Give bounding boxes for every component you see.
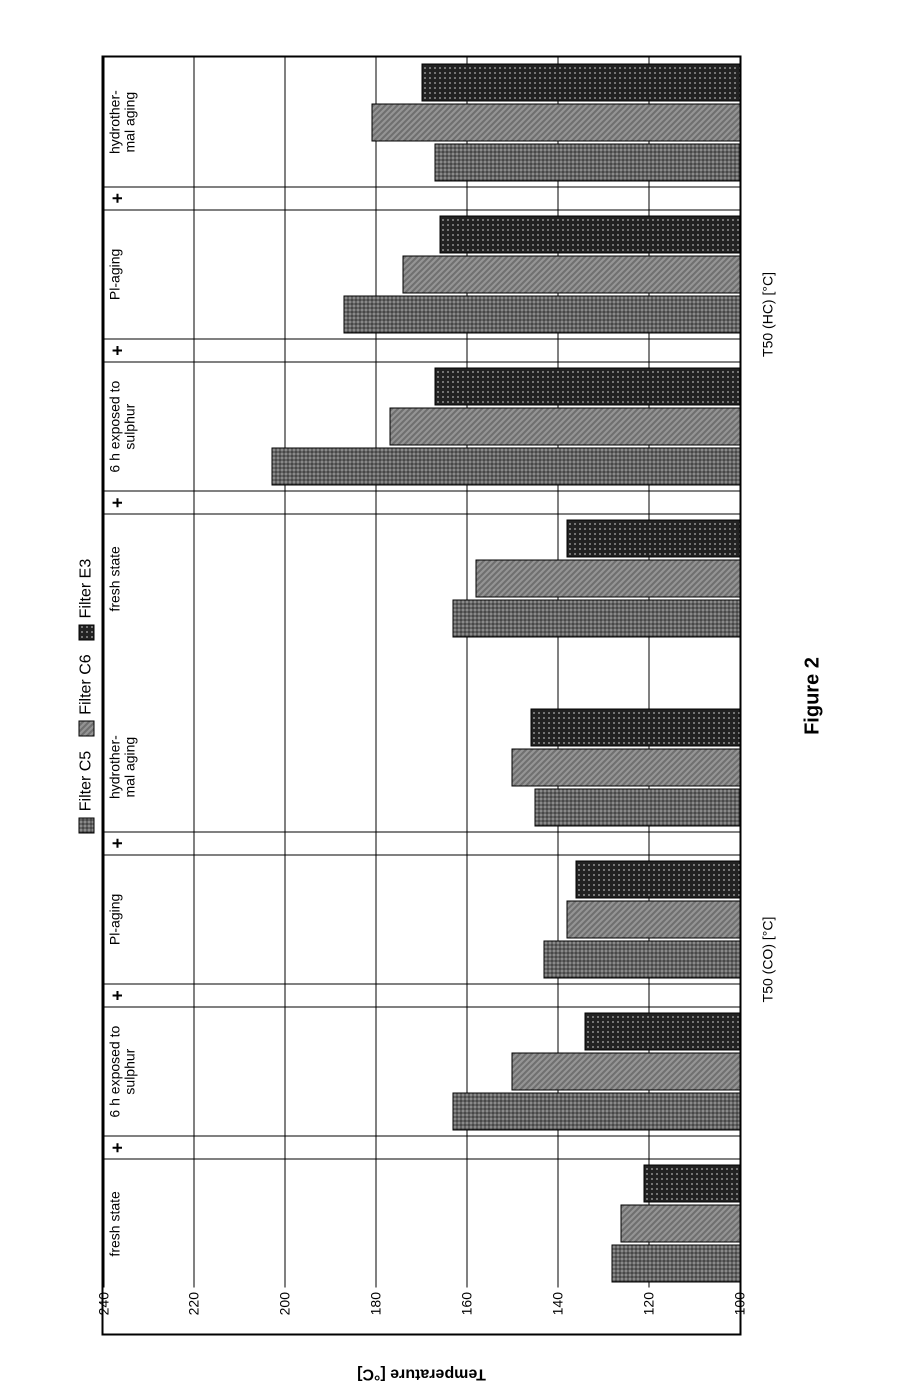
bar-c5 [452,599,738,637]
section-gap [103,643,739,703]
legend-label-c6: Filter C6 [77,654,95,714]
bar-group: 6 h exposed to sulphur [103,362,739,490]
plus-separator-column: + [103,186,739,210]
plus-separator-column: + [103,831,739,855]
bar-c5 [452,1092,738,1130]
legend-swatch-e3 [78,624,94,640]
y-tick-label: 120 [640,1292,656,1332]
bar-c6 [371,103,739,141]
bar-c5 [611,1244,738,1282]
plus-separator-column: + [103,1135,739,1159]
chart-area: Temperature [°C] 10012014016018020022024… [101,56,741,1336]
bar-c5 [271,447,739,485]
bar-c5 [434,143,738,181]
plus-icon: + [107,497,128,508]
bar-e3 [421,63,739,101]
section-x-label: T50 (CO) [°C] [759,703,775,1216]
legend-swatch-c5 [78,817,94,833]
bar-group: fresh state [103,1159,739,1287]
group-label: fresh state [107,514,122,642]
legend-label-e3: Filter E3 [77,558,95,618]
y-tick-label: 240 [95,1292,111,1332]
group-label: hydrother- mal aging [107,58,138,186]
bar-e3 [575,860,739,898]
bar-group: hydrother- mal aging [103,703,739,831]
bar-c6 [402,255,738,293]
bar-group: Pl-aging [103,210,739,338]
plot-area: 100120140160180200220240 fresh state+6 h… [103,58,739,1288]
sub-x-axes: T50 (CO) [°C] T50 (HC) [°C] [757,58,777,1288]
bar-e3 [584,1012,738,1050]
bar-group: Pl-aging [103,855,739,983]
legend-item-c5: Filter C5 [77,750,95,832]
bar-c5 [543,940,738,978]
bar-e3 [530,708,739,746]
bar-group: 6 h exposed to sulphur [103,1007,739,1135]
bar-e3 [439,215,739,253]
section-x-label: T50 (HC) [°C] [759,58,775,571]
bar-c6 [566,900,739,938]
chart-wrap: Filter C5 Filter C6 Filter E3 Temperatur… [77,56,824,1336]
group-label: 6 h exposed to sulphur [107,1007,138,1135]
plus-icon: + [107,345,128,356]
figure-caption: Figure 2 [801,657,824,735]
bar-e3 [434,367,738,405]
plus-icon: + [107,837,128,848]
bar-group: hydrother- mal aging [103,58,739,186]
y-tick-label: 160 [458,1292,474,1332]
group-label: Pl-aging [107,855,122,983]
legend-label-c5: Filter C5 [77,750,95,810]
plus-separator-column: + [103,983,739,1007]
bar-c6 [511,1052,738,1090]
y-tick-label: 140 [549,1292,565,1332]
bar-c5 [343,295,738,333]
y-tick-label: 180 [367,1292,383,1332]
plus-separator-column: + [103,338,739,362]
y-tick-label: 200 [276,1292,292,1332]
legend: Filter C5 Filter C6 Filter E3 [77,558,95,832]
legend-swatch-c6 [78,720,94,736]
plus-icon: + [107,192,128,203]
y-tick-label: 220 [185,1292,201,1332]
group-label: Pl-aging [107,210,122,338]
bar-groups: fresh state +6 h exposed to sulphur + Pl-ag… [103,58,739,1288]
bar-c6 [511,748,738,786]
bar-e3 [643,1164,738,1202]
y-axis-label: Temperature [°C] [356,1365,485,1383]
bar-c5 [534,788,738,826]
legend-item-e3: Filter E3 [77,558,95,640]
plus-separator-column: + [103,490,739,514]
rotated-landscape-wrapper: Filter C5 Filter C6 Filter E3 Temperatur… [0,0,900,1391]
group-label: fresh state [107,1159,122,1287]
y-tick-label: 100 [731,1292,747,1332]
plus-icon: + [107,1142,128,1153]
bar-c6 [475,559,738,597]
plus-icon: + [107,990,128,1001]
group-label: hydrother- mal aging [107,703,138,831]
page-container: Filter C5 Filter C6 Filter E3 Temperatur… [0,0,900,1391]
bar-c6 [389,407,739,445]
group-label: 6 h exposed to sulphur [107,362,138,490]
bar-e3 [566,519,739,557]
legend-item-c6: Filter C6 [77,654,95,736]
bar-c6 [620,1204,738,1242]
bar-group: fresh state [103,514,739,642]
